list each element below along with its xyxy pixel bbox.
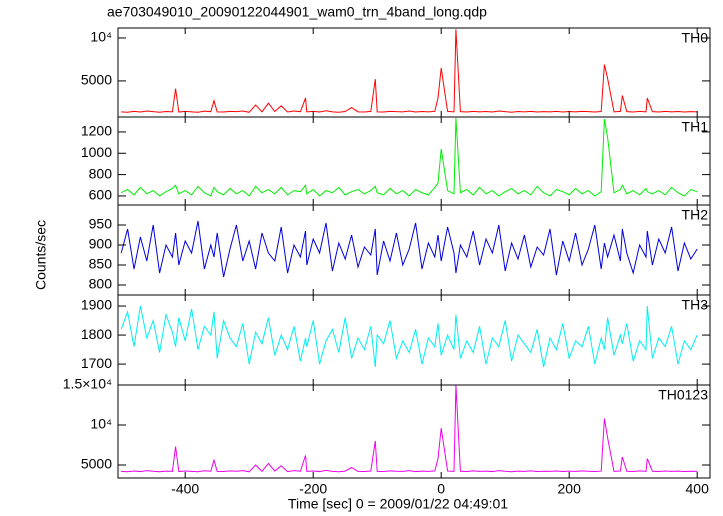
y-tick-label: 600 [89, 187, 113, 203]
series-line [120, 118, 698, 197]
x-axis-label: Time [sec] 0 = 2009/01/22 04:49:01 [288, 496, 508, 512]
x-tick-label: 400 [686, 481, 710, 497]
y-axis-label: Counts/sec [33, 220, 49, 290]
y-tick-label: 10⁴ [90, 416, 112, 432]
chart-title: ae703049010_20090122044901_wam0_trn_4ban… [107, 4, 487, 20]
y-tick-label: 5000 [81, 72, 112, 88]
y-tick-label: 1700 [81, 355, 112, 371]
x-tick-label: 200 [558, 481, 582, 497]
y-tick-label: 950 [89, 216, 113, 232]
series-line [121, 385, 698, 473]
series-label: TH3 [682, 297, 709, 313]
series-line [120, 220, 698, 278]
series-label: TH0 [682, 30, 709, 46]
panel-frame [117, 384, 711, 479]
series-line [120, 305, 698, 368]
y-tick-label: 850 [89, 256, 113, 272]
y-tick-label: 1800 [81, 326, 112, 342]
y-tick-label: 1200 [81, 123, 112, 139]
series-line [121, 29, 698, 113]
y-tick-label: 800 [89, 165, 113, 181]
x-tick-label: -200 [299, 481, 327, 497]
y-tick-label: 1000 [81, 144, 112, 160]
series-label: TH2 [682, 207, 709, 223]
x-tick-label: 0 [437, 481, 445, 497]
y-tick-label: 10⁴ [90, 29, 112, 45]
y-tick-label: 800 [89, 276, 113, 292]
y-tick-label: 1.5×10⁴ [63, 376, 112, 392]
y-tick-label: 900 [89, 236, 113, 252]
series-label: TH0123 [658, 387, 708, 403]
series-label: TH1 [682, 119, 709, 135]
x-tick-label: -400 [171, 481, 199, 497]
y-tick-label: 5000 [81, 456, 112, 472]
y-tick-label: 1900 [81, 297, 112, 313]
